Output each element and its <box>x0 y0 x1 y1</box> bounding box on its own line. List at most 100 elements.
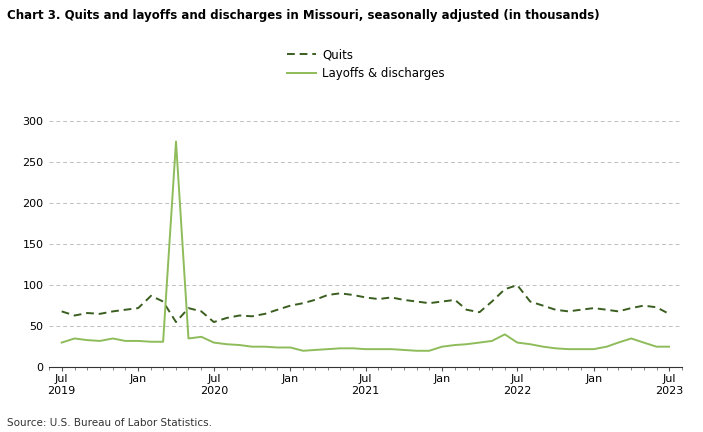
Quits <box>374 296 382 302</box>
Quits <box>463 307 471 312</box>
Layoffs & discharges <box>311 347 319 353</box>
Quits <box>652 305 661 310</box>
Quits <box>425 301 433 306</box>
Quits <box>513 283 522 288</box>
Layoffs & discharges <box>349 346 357 351</box>
Layoffs & discharges <box>526 342 534 347</box>
Layoffs & discharges <box>209 340 218 345</box>
Quits <box>261 311 269 316</box>
Layoffs & discharges <box>286 345 295 350</box>
Quits <box>172 320 180 325</box>
Layoffs & discharges <box>627 336 636 341</box>
Quits <box>538 303 547 308</box>
Layoffs & discharges <box>551 346 560 351</box>
Quits <box>614 309 623 314</box>
Layoffs & discharges <box>299 348 307 353</box>
Quits <box>399 297 408 302</box>
Layoffs & discharges <box>236 343 244 348</box>
Layoffs & discharges <box>488 338 496 343</box>
Quits <box>665 311 673 316</box>
Layoffs & discharges <box>96 338 104 343</box>
Quits <box>361 295 370 300</box>
Layoffs & discharges <box>538 344 547 349</box>
Quits <box>413 299 421 304</box>
Quits <box>323 292 332 298</box>
Quits <box>565 309 573 314</box>
Layoffs & discharges <box>70 336 79 341</box>
Layoffs & discharges <box>451 343 459 348</box>
Layoffs & discharges <box>602 344 611 349</box>
Text: Source: U.S. Bureau of Labor Statistics.: Source: U.S. Bureau of Labor Statistics. <box>7 418 212 428</box>
Quits <box>147 293 155 299</box>
Quits <box>159 299 167 304</box>
Quits <box>438 299 446 304</box>
Quits <box>349 292 357 298</box>
Layoffs & discharges <box>147 339 155 344</box>
Text: Chart 3. Quits and layoffs and discharges in Missouri, seasonally adjusted (in t: Chart 3. Quits and layoffs and discharge… <box>7 9 600 22</box>
Quits <box>475 310 484 315</box>
Layoffs & discharges <box>399 347 408 353</box>
Layoffs & discharges <box>336 346 344 351</box>
Quits <box>640 303 648 308</box>
Layoffs & discharges <box>184 336 193 341</box>
Quits <box>222 315 231 321</box>
Layoffs & discharges <box>513 340 522 345</box>
Layoffs & discharges <box>197 334 205 340</box>
Quits <box>602 307 611 312</box>
Quits <box>336 291 344 296</box>
Layoffs & discharges <box>576 346 585 352</box>
Layoffs & discharges <box>665 344 673 349</box>
Layoffs & discharges <box>565 346 573 352</box>
Layoffs & discharges <box>108 336 117 341</box>
Layoffs & discharges <box>463 342 471 347</box>
Quits <box>184 305 193 311</box>
Layoffs & discharges <box>83 337 91 343</box>
Layoffs & discharges <box>159 339 167 344</box>
Layoffs & discharges <box>413 348 421 353</box>
Layoffs & discharges <box>374 346 382 352</box>
Layoffs & discharges <box>261 344 269 349</box>
Layoffs & discharges <box>614 340 623 345</box>
Quits <box>236 313 244 318</box>
Quits <box>273 307 282 312</box>
Line: Layoffs & discharges: Layoffs & discharges <box>62 142 669 351</box>
Layoffs & discharges <box>501 332 509 337</box>
Layoffs & discharges <box>121 338 129 343</box>
Layoffs & discharges <box>172 139 180 144</box>
Quits <box>209 320 218 325</box>
Quits <box>627 305 636 311</box>
Quits <box>70 313 79 318</box>
Quits <box>286 303 295 308</box>
Quits <box>134 305 143 311</box>
Layoffs & discharges <box>475 340 484 345</box>
Layoffs & discharges <box>387 346 396 352</box>
Quits <box>248 314 257 319</box>
Quits <box>501 287 509 292</box>
Quits <box>96 311 104 316</box>
Quits <box>83 311 91 316</box>
Quits <box>526 299 534 304</box>
Quits <box>576 307 585 312</box>
Layoffs & discharges <box>425 348 433 353</box>
Layoffs & discharges <box>273 345 282 350</box>
Layoffs & discharges <box>590 346 598 352</box>
Quits <box>121 307 129 312</box>
Layoffs & discharges <box>652 344 661 349</box>
Quits <box>299 301 307 306</box>
Quits <box>58 309 66 314</box>
Quits <box>387 295 396 300</box>
Line: Quits: Quits <box>62 285 669 322</box>
Quits <box>197 309 205 314</box>
Layoffs & discharges <box>361 346 370 352</box>
Layoffs & discharges <box>134 338 143 343</box>
Quits <box>108 309 117 314</box>
Legend: Quits, Layoffs & discharges: Quits, Layoffs & discharges <box>287 48 444 80</box>
Quits <box>590 305 598 311</box>
Layoffs & discharges <box>248 344 257 349</box>
Layoffs & discharges <box>323 346 332 352</box>
Layoffs & discharges <box>58 340 66 345</box>
Layoffs & discharges <box>438 344 446 349</box>
Layoffs & discharges <box>640 340 648 345</box>
Quits <box>451 297 459 302</box>
Quits <box>488 299 496 304</box>
